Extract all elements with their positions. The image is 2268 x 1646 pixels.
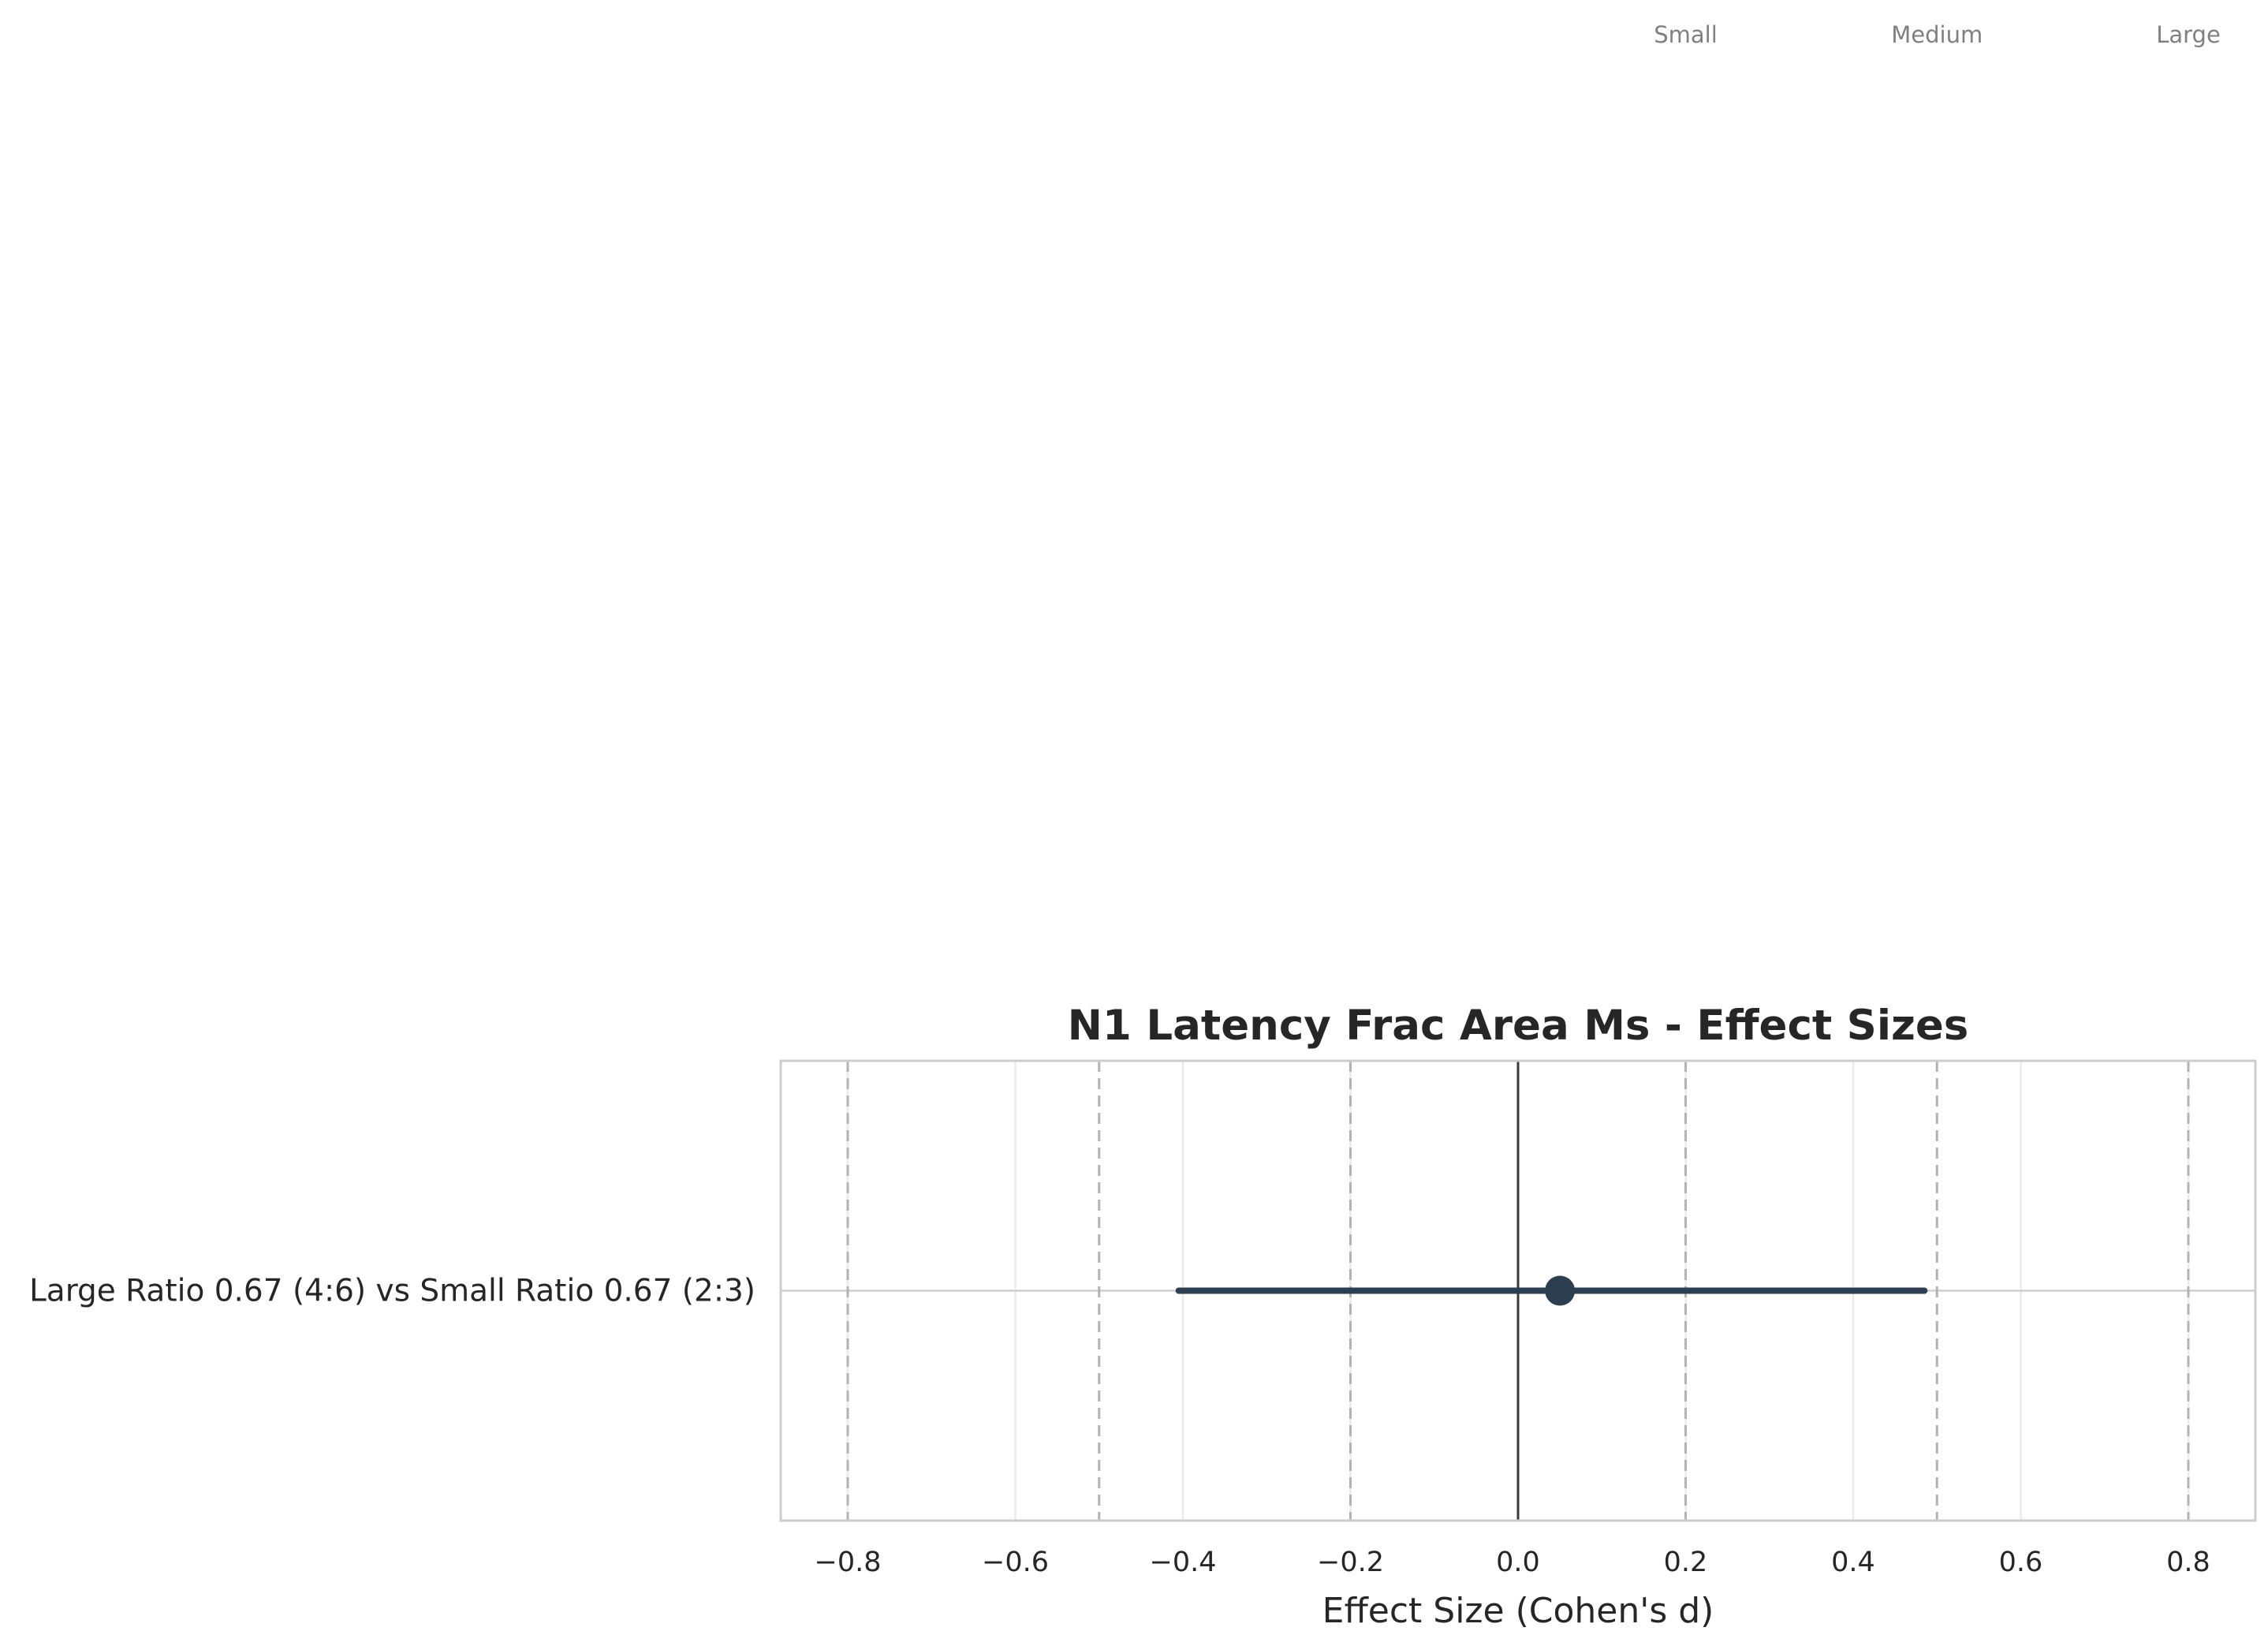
x-tick-label: 0.8 [2166, 1547, 2210, 1578]
x-axis-title: Effect Size (Cohen's d) [1322, 1591, 1714, 1631]
reference-line-label: Small [1654, 21, 1718, 48]
x-tick-label: −0.2 [1317, 1547, 1384, 1578]
x-tick-label: 0.6 [1999, 1547, 2043, 1578]
effect-point [1545, 1275, 1576, 1306]
axes-frame [779, 1059, 2257, 1522]
x-tick-label: −0.8 [815, 1547, 882, 1578]
chart-title: N1 Latency Frac Area Ms - Effect Sizes [1068, 1002, 1969, 1050]
x-tick-label: 0.0 [1496, 1547, 1540, 1578]
effect-marks [1175, 1275, 1928, 1306]
x-tick-label: −0.4 [1150, 1547, 1217, 1578]
reference-line-labels: Small Medium Large [1654, 21, 2221, 48]
x-tick-label: −0.6 [982, 1547, 1049, 1578]
comparison-label: Large Ratio 0.67 (4:6) vs Small Ratio 0.… [29, 1274, 755, 1309]
comparison-labels: Large Ratio 0.67 (4:6) vs Small Ratio 0.… [29, 1274, 755, 1309]
reference-line-label: Medium [1891, 21, 1983, 48]
x-tick-labels: −0.8 −0.6 −0.4 −0.2 0.0 0.2 0.4 0.6 0.8 [815, 1547, 2210, 1578]
x-tick-label: 0.4 [1831, 1547, 1875, 1578]
reference-line-label: Large [2156, 21, 2221, 48]
x-tick-label: 0.2 [1664, 1547, 1708, 1578]
